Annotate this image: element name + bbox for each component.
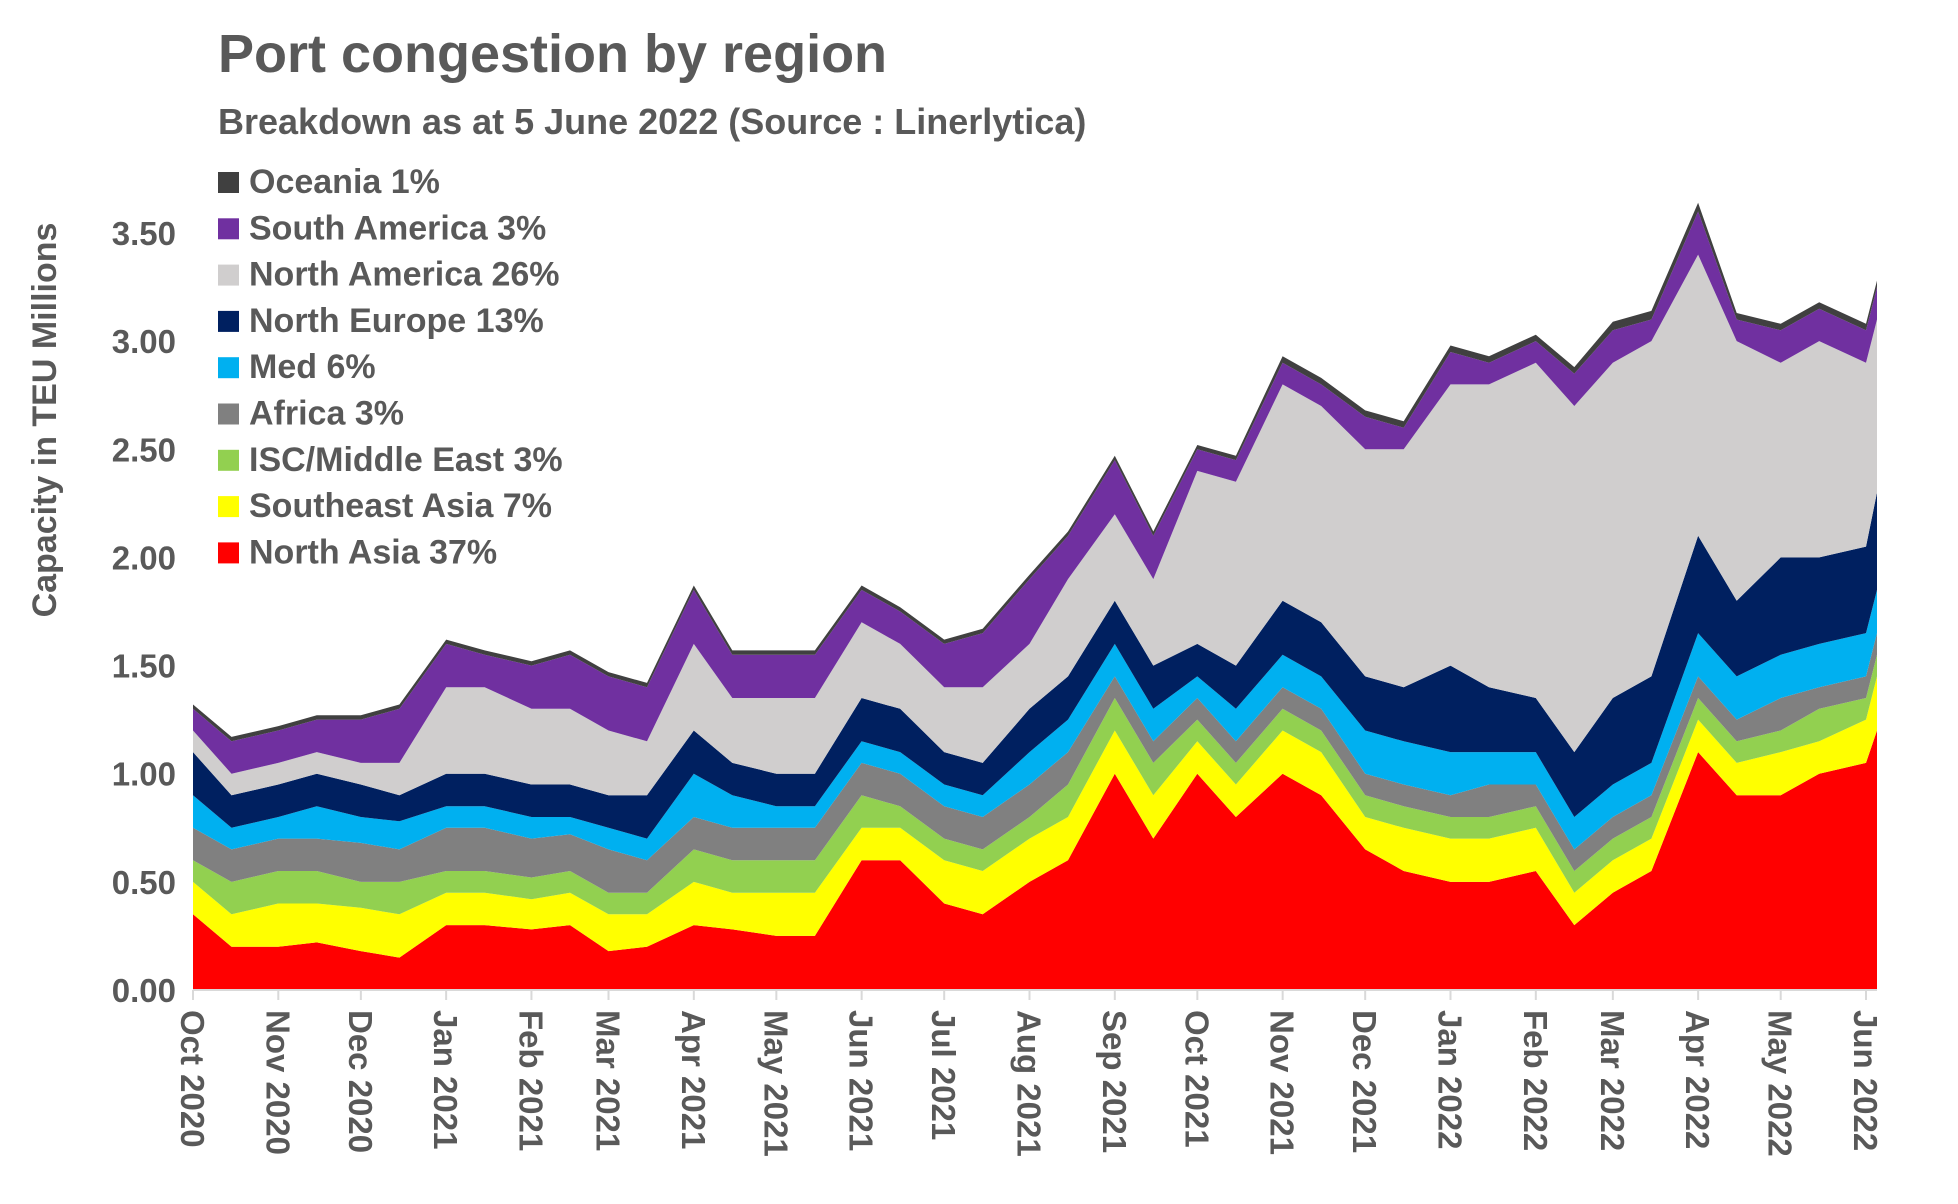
x-tick-label: Feb 2021 — [512, 1010, 549, 1151]
legend-item: Southeast Asia 7% — [218, 487, 552, 525]
x-tick-label: Mar 2021 — [589, 1010, 626, 1151]
legend-label: Med 6% — [249, 348, 376, 386]
legend-swatch — [218, 218, 239, 240]
legend-item: Africa 3% — [218, 395, 404, 433]
area-north-america — [193, 254, 1877, 796]
legend-item: South America 3% — [218, 209, 546, 247]
area-med — [193, 589, 1877, 861]
y-axis-label: Capacity in TEU Millions — [26, 223, 64, 618]
legend-swatch — [218, 403, 239, 425]
legend-swatch — [218, 449, 239, 471]
x-tick-label: Jun 2021 — [843, 1010, 880, 1151]
y-tick-label: 1.50 — [112, 648, 176, 685]
legend-label: Southeast Asia 7% — [249, 487, 552, 525]
x-tick-label: May 2021 — [757, 1010, 794, 1157]
legend-label: North America 26% — [249, 256, 560, 294]
x-axis-ticks: Oct 2020 Nov 2020 Dec 2020 Jan 2021 Feb 2021… — [174, 990, 1884, 1157]
legend-swatch — [218, 542, 239, 564]
y-axis-ticks: 0.00 0.50 1.00 1.50 2.00 2.50 3.00 3.50 — [112, 215, 176, 1009]
x-tick-label: Oct 2021 — [1178, 1010, 1215, 1148]
x-tick-label: Apr 2022 — [1679, 1010, 1716, 1149]
legend-label: Oceania 1% — [249, 163, 440, 201]
x-tick-label: Jan 2021 — [427, 1010, 464, 1149]
area-isc-middle-east — [193, 654, 1877, 915]
y-tick-label: 0.00 — [112, 972, 176, 1009]
area-south-america — [193, 211, 1877, 774]
area-north-europe — [193, 492, 1877, 839]
x-tick-label: Mar 2022 — [1594, 1010, 1631, 1151]
x-tick-label: Jun 2022 — [1847, 1010, 1884, 1151]
y-tick-label: 3.50 — [112, 215, 176, 252]
legend-label: North Asia 37% — [249, 533, 497, 571]
x-tick-label: Sep 2021 — [1096, 1010, 1133, 1153]
legend-item: ISC/Middle East 3% — [218, 441, 563, 479]
area-layers — [193, 202, 1877, 990]
x-tick-label: Dec 2020 — [342, 1010, 379, 1153]
legend-item: North Asia 37% — [218, 533, 497, 571]
x-tick-label: Oct 2020 — [174, 1010, 211, 1148]
legend: Oceania 1% South America 3% North America … — [218, 163, 563, 571]
legend-item: Oceania 1% — [218, 163, 440, 201]
area-north-asia — [193, 730, 1877, 990]
legend-item: Med 6% — [218, 348, 376, 386]
legend-label: North Europe 13% — [249, 302, 544, 340]
legend-swatch — [218, 357, 239, 379]
x-tick-label: May 2022 — [1762, 1010, 1799, 1157]
y-tick-label: 1.00 — [112, 756, 176, 793]
legend-label: South America 3% — [249, 209, 546, 247]
x-tick-label: Feb 2022 — [1517, 1010, 1554, 1151]
y-tick-label: 0.50 — [112, 864, 176, 901]
legend-swatch — [218, 172, 239, 193]
x-tick-label: Nov 2020 — [259, 1010, 296, 1155]
legend-label: ISC/Middle East 3% — [249, 441, 563, 479]
legend-swatch — [218, 264, 239, 286]
chart-subtitle: Breakdown as at 5 June 2022 (Source : Li… — [218, 101, 1086, 142]
area-africa — [193, 633, 1877, 893]
chart-title: Port congestion by region — [218, 24, 887, 84]
legend-swatch — [218, 310, 239, 332]
y-tick-label: 2.50 — [112, 431, 176, 468]
x-tick-label: Aug 2021 — [1010, 1010, 1047, 1157]
legend-label: Africa 3% — [249, 395, 404, 433]
y-tick-label: 2.00 — [112, 539, 176, 576]
x-tick-label: Apr 2021 — [675, 1010, 712, 1149]
x-tick-label: Nov 2021 — [1264, 1010, 1301, 1155]
y-tick-label: 3.00 — [112, 323, 176, 360]
legend-swatch — [218, 496, 239, 518]
legend-item: North America 26% — [218, 256, 560, 294]
legend-item: North Europe 13% — [218, 302, 544, 340]
x-tick-label: Jul 2021 — [925, 1010, 962, 1140]
x-tick-label: Dec 2021 — [1346, 1010, 1383, 1153]
area-southeast-asia — [193, 676, 1877, 958]
x-tick-label: Jan 2022 — [1431, 1010, 1468, 1149]
